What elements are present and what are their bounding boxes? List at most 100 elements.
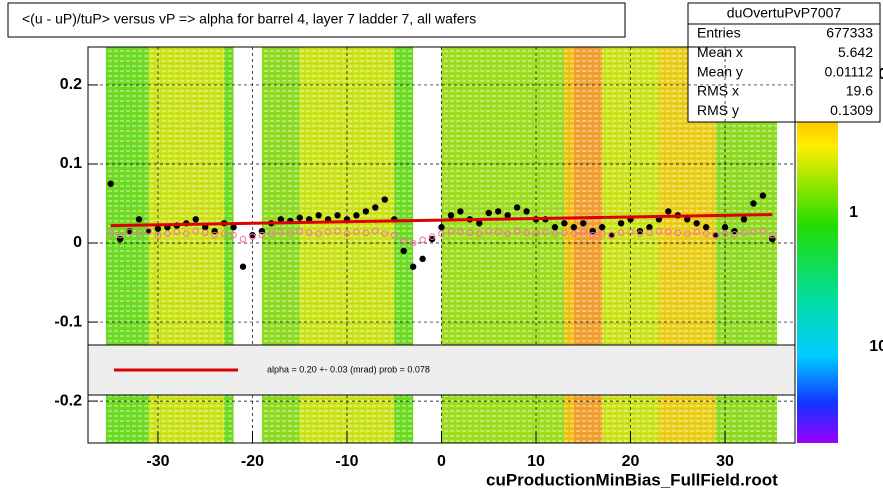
footer: cuProductionMinBias_FullField.root	[486, 470, 778, 489]
data-point	[665, 228, 672, 236]
data-point	[296, 214, 303, 221]
stats-box	[687, 2, 881, 123]
data-point	[740, 216, 748, 223]
data-point	[712, 231, 719, 239]
data-point	[305, 229, 313, 237]
data-point	[636, 230, 644, 237]
data-point	[334, 212, 341, 219]
data-point	[759, 192, 767, 199]
data-point	[324, 228, 332, 236]
data-point	[674, 229, 682, 237]
data-point	[561, 220, 568, 227]
data-point	[268, 230, 275, 237]
data-point	[362, 229, 370, 237]
data-point	[683, 230, 691, 237]
data-point	[145, 227, 152, 235]
data-point	[381, 196, 388, 203]
stat-label: RMS x	[697, 83, 739, 99]
data-point	[476, 220, 483, 227]
data-point	[239, 263, 247, 270]
x-tick-label: -20	[241, 453, 264, 470]
data-point	[230, 224, 237, 231]
data-point	[485, 227, 493, 235]
data-point	[504, 212, 511, 219]
data-point	[381, 230, 389, 237]
data-point	[107, 180, 114, 187]
data-point	[154, 231, 162, 239]
data-point	[239, 235, 247, 243]
data-point	[447, 227, 455, 235]
data-point	[570, 230, 578, 237]
data-point	[164, 230, 171, 237]
y-tick-label: 0.1	[60, 155, 82, 172]
stat-label: RMS y	[697, 102, 739, 118]
heatmap-texture	[224, 47, 234, 443]
data-point	[513, 204, 521, 211]
data-point	[447, 212, 455, 219]
data-point	[731, 231, 738, 238]
data-point	[315, 212, 322, 219]
data-point	[182, 230, 190, 237]
heatmap-texture	[394, 47, 414, 443]
data-point	[419, 236, 426, 244]
data-point	[154, 225, 162, 232]
data-point	[589, 231, 597, 239]
data-point	[712, 231, 719, 239]
stat-value: 19.6	[846, 83, 873, 99]
data-point	[513, 227, 521, 235]
palette-label: 10	[869, 338, 883, 355]
data-point	[495, 208, 502, 215]
x-tick-label: -30	[146, 453, 169, 470]
data-point	[542, 228, 549, 236]
data-point	[230, 231, 237, 239]
data-point	[107, 230, 114, 237]
data-point	[353, 228, 360, 236]
y-tick-label: 0.2	[60, 76, 82, 93]
data-point	[570, 224, 578, 231]
y-tick-label: -0.2	[54, 392, 82, 409]
data-point	[721, 230, 729, 237]
data-point	[665, 208, 672, 215]
x-tick-label: 30	[716, 453, 734, 470]
data-point	[561, 229, 568, 237]
data-point	[286, 230, 294, 237]
data-point	[192, 227, 200, 235]
stat-value: 677333	[826, 25, 873, 41]
data-point	[702, 230, 710, 237]
data-point	[135, 216, 143, 223]
data-point	[438, 230, 445, 237]
data-point	[372, 227, 379, 235]
data-point	[551, 224, 559, 231]
data-point	[721, 224, 729, 231]
heatmap-texture	[564, 47, 574, 443]
data-point	[126, 228, 133, 236]
data-point	[579, 228, 587, 236]
data-point	[353, 212, 360, 219]
data-point	[192, 216, 199, 223]
data-point	[750, 200, 757, 207]
chart-title: <(u - uP)/tuP> versus vP => alpha for ba…	[22, 11, 476, 27]
data-point	[693, 220, 700, 227]
data-point	[759, 227, 767, 235]
data-point	[362, 208, 370, 215]
stat-value: 0.01112	[824, 63, 873, 79]
data-point	[646, 229, 653, 237]
stats-title: duOvertuPvP7007	[727, 5, 842, 21]
stat-label: Mean x	[697, 44, 743, 60]
data-point	[400, 247, 407, 255]
data-point	[409, 263, 417, 270]
data-point	[334, 227, 341, 235]
data-point	[438, 224, 445, 231]
data-point	[627, 228, 634, 236]
palette-label: 1	[849, 204, 858, 221]
data-point	[315, 230, 322, 237]
stat-label: Mean y	[697, 63, 743, 79]
data-point	[598, 230, 606, 237]
stat-value: 0.1309	[830, 102, 873, 118]
data-point	[249, 231, 256, 239]
x-tick-label: 20	[622, 453, 640, 470]
data-point	[390, 231, 398, 239]
data-point	[740, 229, 748, 237]
stat-value: 5.642	[838, 44, 873, 60]
